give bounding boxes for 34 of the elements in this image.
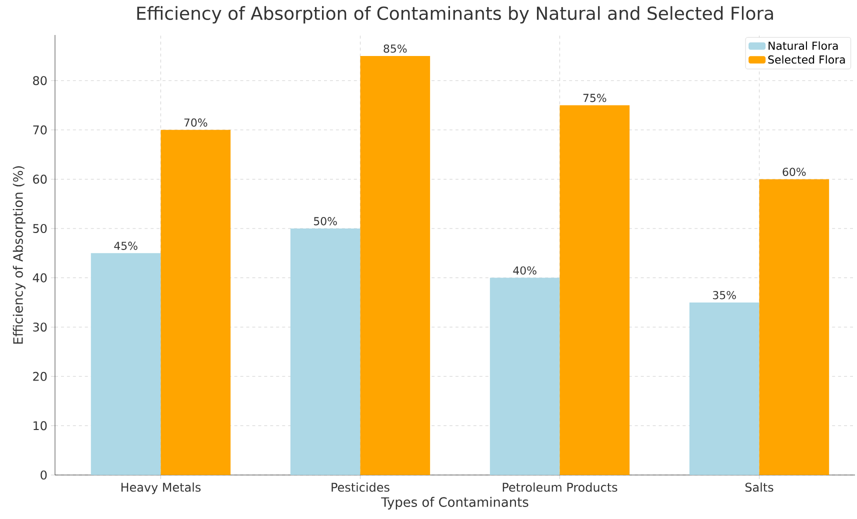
data-label: 40% [513, 266, 536, 275]
data-label: 70% [184, 118, 208, 127]
y-tick-label: 0 [40, 470, 47, 480]
data-label: 85% [384, 44, 407, 53]
legend-label: Natural Flora [768, 41, 838, 50]
y-axis-title: Efficiency of Absorption (%) [12, 166, 26, 344]
chart-title: Efficiency of Absorption of Contaminants by Natural and Selected Flora [137, 6, 773, 24]
y-tick-label: 20 [33, 372, 47, 381]
bar [560, 105, 630, 475]
x-tick-label: Salts [745, 482, 774, 492]
bar [290, 228, 360, 475]
bar [160, 130, 231, 475]
y-tick-label: 80 [33, 76, 47, 86]
y-tick-label: 30 [33, 322, 47, 332]
bar [759, 179, 830, 475]
y-tick-label: 40 [32, 273, 47, 282]
x-axis-title: Types of Contaminants [381, 496, 528, 510]
bar [90, 253, 161, 475]
x-tick-label: Petroleum Products [502, 482, 618, 492]
y-tick-label: 50 [33, 224, 47, 234]
y-tick-label: 60 [33, 174, 47, 184]
y-tick-label: 10 [34, 421, 47, 430]
x-tick-label: Pesticides [332, 482, 390, 492]
bar [490, 278, 560, 475]
data-label: 35% [712, 290, 736, 300]
bar [360, 56, 430, 475]
data-label: 75% [583, 94, 606, 102]
legend-label: Selected Flora [768, 55, 845, 64]
data-label: 50% [314, 217, 337, 226]
y-tick-label: 70 [33, 125, 47, 134]
x-tick-label: Heavy Metals [121, 482, 201, 494]
bar [689, 302, 760, 475]
data-label: 60% [782, 168, 806, 176]
data-label: 45% [114, 242, 138, 250]
